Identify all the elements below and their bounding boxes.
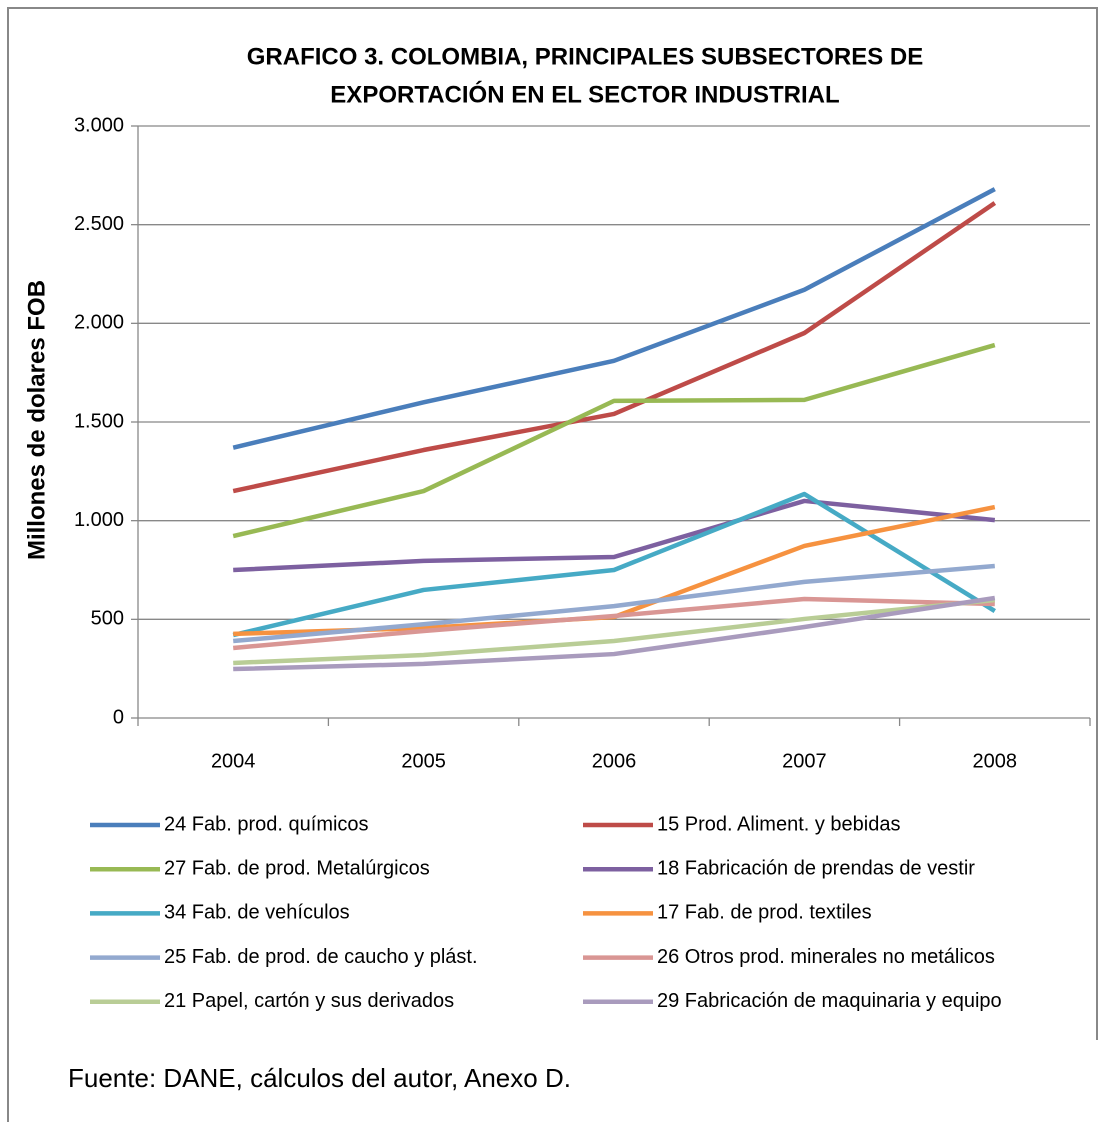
series-line	[233, 597, 996, 666]
series-line	[233, 563, 995, 644]
frame	[7, 7, 1098, 1122]
chart-title: EXPORTACIÓN EN EL SECTOR INDUSTRIAL	[330, 80, 839, 108]
legend-label: 15 Prod. Aliment. y bebidas	[657, 813, 900, 835]
series-line	[233, 596, 995, 651]
legend-label: 25 Fab. de prod. de caucho y plást.	[164, 946, 478, 968]
legend-label: 21 Papel, cartón y sus derivados	[164, 990, 454, 1012]
y-tick-label: 2.500	[74, 213, 124, 235]
y-tick-label: 1.500	[74, 410, 124, 432]
legend-label: 17 Fab. de prod. textiles	[657, 902, 872, 924]
series-line	[233, 498, 996, 573]
x-tick-label: 2007	[782, 750, 827, 772]
series-line	[232, 201, 997, 494]
y-tick-label: 0	[113, 706, 124, 728]
legend-label: 24 Fab. prod. químicos	[164, 813, 369, 835]
series-line	[233, 595, 996, 672]
y-tick-label: 3.000	[74, 114, 124, 136]
y-tick-label: 2.000	[74, 312, 124, 334]
y-tick-label: 1.000	[74, 509, 124, 531]
x-tick-label: 2006	[592, 750, 637, 772]
legend-label: 27 Fab. de prod. Metalúrgicos	[164, 857, 430, 879]
source-note: Fuente: DANE, cálculos del autor, Anexo …	[68, 1063, 571, 1093]
legend-label: 26 Otros prod. minerales no metálicos	[657, 946, 995, 968]
x-tick-label: 2005	[401, 750, 446, 772]
y-axis-label: Millones de dolares FOB	[23, 280, 50, 560]
x-tick-label: 2004	[211, 750, 256, 772]
series-line	[232, 187, 996, 450]
chart-title: GRAFICO 3. COLOMBIA, PRINCIPALES SUBSECT…	[247, 43, 924, 70]
x-tick-label: 2008	[973, 750, 1018, 772]
legend-label: 18 Fabricación de prendas de vestir	[657, 857, 975, 879]
series-line	[232, 342, 996, 539]
legend-label: 29 Fabricación de maquinaria y equipo	[657, 990, 1002, 1012]
legend-label: 34 Fab. de vehículos	[164, 902, 350, 924]
y-tick-label: 500	[91, 608, 124, 630]
